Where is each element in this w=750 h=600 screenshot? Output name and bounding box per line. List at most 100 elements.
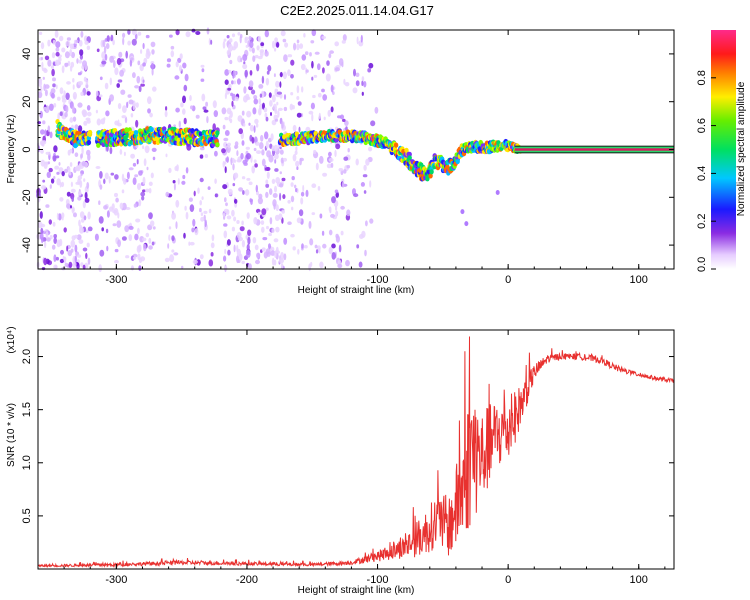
spectrogram-noise-blob bbox=[199, 207, 202, 213]
spectrogram-noise-blob bbox=[134, 233, 139, 241]
spectrogram-noise-blob bbox=[77, 102, 83, 108]
spectrogram-noise-blob bbox=[166, 58, 172, 63]
spectrogram-noise-blob bbox=[189, 204, 195, 213]
spectrogram-noise-blob bbox=[246, 177, 251, 181]
spectrogram-noise-blob bbox=[311, 29, 317, 37]
spectrogram-noise-blob bbox=[179, 65, 182, 72]
spectrogram-noise-blob bbox=[270, 112, 272, 116]
spectrogram-noise-blob bbox=[252, 55, 256, 62]
spectrogram-noise-blob bbox=[243, 95, 248, 103]
spectrogram-noise-blob bbox=[74, 124, 79, 130]
spectrogram-noise-blob bbox=[112, 39, 115, 46]
spectrogram-noise-blob bbox=[313, 149, 317, 155]
spectrogram-noise-blob bbox=[65, 40, 71, 47]
spectrogram-noise-blob bbox=[296, 85, 300, 94]
spectrogram-noise-blob bbox=[276, 91, 282, 95]
spectrogram-noise-blob bbox=[223, 38, 227, 42]
spectrogram-ridge-point bbox=[313, 130, 318, 137]
spectrogram-noise-blob bbox=[175, 221, 178, 230]
spectrogram-noise-blob bbox=[39, 31, 43, 35]
spectrogram-noise-blob bbox=[248, 122, 251, 126]
spectrogram-noise-blob bbox=[138, 199, 142, 207]
spectrogram-noise-blob bbox=[185, 31, 191, 38]
snr-frame bbox=[37, 329, 675, 570]
spectrogram-noise-blob bbox=[116, 57, 122, 66]
spectrogram-noise-blob bbox=[113, 60, 116, 69]
spectrogram-noise-blob bbox=[105, 110, 110, 117]
spectrogram-noise-blob bbox=[166, 63, 171, 68]
spectrogram-noise-blob bbox=[87, 211, 91, 220]
spectrogram-noise-blob bbox=[255, 123, 259, 128]
spectrogram-noise-blob bbox=[69, 162, 73, 167]
spectrogram-noise-blob bbox=[265, 191, 269, 198]
spectrogram-noise-blob bbox=[80, 31, 84, 38]
spectrogram-noise-blob bbox=[253, 98, 259, 105]
spectrogram-noise-blob bbox=[292, 124, 297, 132]
spectrogram-noise-blob bbox=[322, 172, 328, 177]
spectrogram-noise-blob bbox=[261, 208, 267, 216]
spectrogram-noise-blob bbox=[99, 249, 105, 257]
spectrogram-noise-blob bbox=[110, 34, 114, 42]
spectrogram-noise-blob bbox=[266, 171, 270, 179]
spectrogram-noise-blob bbox=[311, 60, 314, 69]
spectrogram-noise-blob bbox=[240, 57, 243, 63]
spectrogram-noise-blob bbox=[223, 137, 229, 142]
spectrogram-noise-blob bbox=[273, 153, 279, 160]
spectrogram-noise-blob bbox=[359, 234, 364, 239]
spectrogram-noise-blob bbox=[164, 257, 170, 263]
spectrogram-noise-blob bbox=[211, 234, 215, 242]
spectrogram-noise-blob bbox=[269, 217, 273, 225]
spectrogram-noise-blob bbox=[55, 84, 58, 90]
spectrogram-ridge-point bbox=[96, 142, 101, 148]
spectrogram-noise-blob bbox=[51, 68, 55, 77]
spectrogram-noise-blob bbox=[47, 59, 52, 67]
spectrogram-noise-blob bbox=[191, 28, 196, 33]
spectrogram-noise-blob bbox=[177, 57, 182, 64]
spectrogram-noise-blob bbox=[83, 76, 87, 82]
spectrogram-noise-blob bbox=[120, 89, 126, 95]
spectrogram-noise-blob bbox=[265, 140, 269, 149]
spectrogram-noise-blob bbox=[48, 219, 52, 225]
spectrogram-noise-blob bbox=[176, 164, 179, 172]
spectrogram-noise-blob bbox=[172, 180, 176, 184]
spectrogram-noise-blob bbox=[105, 228, 109, 234]
spectrogram-noise-blob bbox=[87, 257, 91, 265]
spectrogram-noise-blob bbox=[236, 78, 241, 85]
y-tick-label: 40 bbox=[21, 48, 33, 60]
spectrogram-noise-blob bbox=[173, 252, 179, 256]
spectrogram-noise-blob bbox=[175, 199, 180, 208]
spectrogram-noise-blob bbox=[53, 103, 57, 108]
spectrogram-noise-blob bbox=[56, 212, 59, 220]
spectrogram-noise-blob bbox=[64, 62, 68, 68]
spectrogram-noise-blob bbox=[325, 73, 331, 82]
spectrogram-noise-blob bbox=[272, 193, 278, 198]
spectrogram-noise-blob bbox=[126, 101, 129, 109]
snr-series-line bbox=[37, 336, 675, 568]
spectrogram-noise-blob bbox=[193, 190, 196, 197]
x-tick-label: 0 bbox=[505, 574, 511, 586]
spectrogram-noise-blob bbox=[341, 61, 344, 68]
spectrogram-noise-blob bbox=[213, 110, 218, 118]
spectrogram-noise-blob bbox=[234, 144, 239, 149]
spectrogram-noise-blob bbox=[203, 109, 209, 113]
spectrogram-noise-blob bbox=[65, 92, 70, 101]
spectrogram-noise-blob bbox=[145, 232, 150, 238]
chart-title: C2E2.2025.011.14.04.G17 bbox=[280, 3, 434, 18]
spectrogram-noise-blob bbox=[328, 229, 333, 236]
spectrogram-noise-blob bbox=[192, 259, 198, 265]
spectrogram-noise-blob bbox=[77, 72, 82, 76]
spectrogram-noise-blob bbox=[82, 200, 86, 209]
spectrogram-noise-blob bbox=[279, 171, 282, 175]
spectrogram-noise-blob bbox=[171, 212, 177, 220]
spectrogram-noise-blob bbox=[177, 178, 180, 185]
spectrogram-noise-blob bbox=[83, 120, 88, 126]
spectrogram-noise-blob bbox=[340, 230, 344, 236]
spectrogram-noise-blob bbox=[68, 261, 73, 269]
spectrogram-noise-blob bbox=[151, 49, 155, 55]
spectrogram-noise-blob bbox=[202, 106, 207, 110]
spectrogram-noise-blob bbox=[151, 147, 157, 152]
spectrogram-noise-blob bbox=[321, 230, 325, 236]
spectrogram-noise-blob bbox=[111, 203, 115, 211]
spectrogram-noise-blob bbox=[42, 120, 46, 125]
